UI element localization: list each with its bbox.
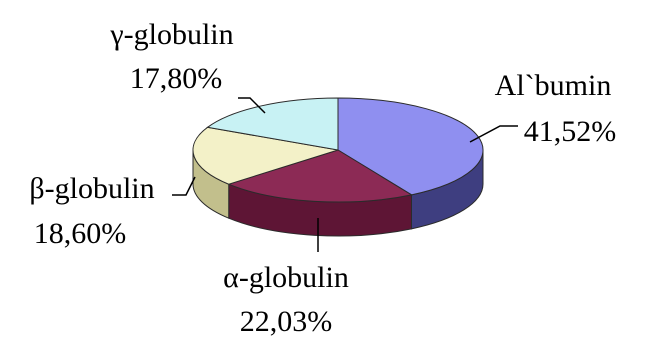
leader-line-al-bumin: [469, 125, 518, 143]
category-label-al-bumin: Al`bumin: [495, 69, 612, 102]
category-label-globulin: γ-globulin: [109, 18, 233, 51]
leader-line-globulin: [238, 97, 266, 114]
value-label-globulin: 22,03%: [240, 305, 333, 338]
value-label-globulin: 18,60%: [34, 217, 127, 250]
pie-tops: [192, 97, 484, 203]
pie-slice-al-bumin: [337, 97, 484, 196]
value-label-al-bumin: 41,52%: [524, 115, 617, 148]
pie-slice-globulin: [227, 149, 413, 203]
category-label-globulin: β-globulin: [29, 172, 154, 205]
value-label-globulin: 17,80%: [130, 62, 223, 95]
leader-lines: [172, 97, 518, 252]
category-label-globulin: α-globulin: [223, 261, 349, 294]
pie-slice-globulin: [206, 97, 339, 151]
data-labels: Al`bumin 41,52% α-globulin 22,03% β-globulin…: [29, 18, 616, 338]
leader-line-globulin: [172, 176, 196, 196]
pie-slice-globulin: [192, 126, 339, 185]
